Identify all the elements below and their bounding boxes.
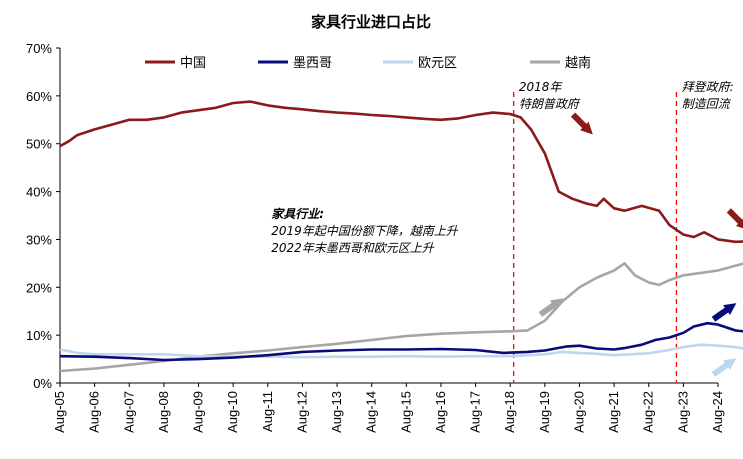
annotation-text: 2018年: [519, 80, 564, 94]
legend-label: 墨西哥: [293, 56, 332, 71]
x-tick-label: Aug-12: [294, 391, 309, 433]
legend-label: 中国: [180, 56, 206, 71]
series-line-2: [59, 343, 743, 359]
annotation-text: 制造回流: [682, 97, 732, 111]
legend-label: 欧元区: [418, 56, 457, 71]
x-tick-label: Aug-14: [364, 391, 379, 433]
y-tick-label: 50%: [26, 137, 52, 152]
legend-label: 越南: [565, 55, 591, 71]
x-tick-label: Aug-17: [468, 391, 483, 433]
x-tick-label: Aug-08: [156, 391, 171, 433]
series-layer: [59, 92, 743, 383]
x-tick-label: Aug-22: [641, 391, 656, 433]
axes: 0% 10% 20% 30% 40% 50% 60% 70% Aug-05 Aug-06 Aug-0…: [26, 41, 725, 433]
y-tick-label: 60%: [26, 89, 52, 104]
arrow-layer: [538, 112, 743, 377]
y-tick-label: 10%: [26, 328, 52, 343]
x-tick-label: Aug-24: [710, 391, 725, 433]
trend-arrow-icon: [570, 112, 593, 135]
trend-arrow-icon: [711, 358, 737, 377]
x-tick-label: Aug-15: [398, 391, 413, 433]
x-tick-label: Aug-10: [225, 391, 240, 433]
annotation-text: 2022年末墨西哥和欧元区上升: [271, 241, 435, 255]
x-tick-label: Aug-16: [433, 391, 448, 433]
x-tick-label: Aug-21: [606, 391, 621, 433]
annotation-text: 家具行业:: [271, 207, 324, 221]
x-tick-label: Aug-18: [502, 391, 517, 433]
x-tick-label: Aug-19: [537, 391, 552, 433]
x-tick-label: Aug-09: [191, 391, 206, 433]
annotation-text: 特朗普政府: [519, 97, 581, 111]
x-tick-label: Aug-20: [571, 391, 586, 433]
y-tick-label: 0%: [33, 376, 52, 391]
series-line-1: [59, 321, 743, 362]
chart-title: 家具行业进口占比: [311, 13, 431, 31]
y-tick-label: 70%: [26, 41, 52, 56]
legend: 中国 墨西哥 欧元区 越南: [145, 55, 591, 71]
series-line-3: [59, 262, 743, 373]
x-tick-label: Aug-05: [52, 391, 67, 433]
y-tick-label: 30%: [26, 232, 52, 247]
x-tick-label: Aug-13: [329, 391, 344, 433]
trend-arrow-icon: [726, 208, 743, 231]
x-tick-label: Aug-06: [87, 391, 102, 433]
series-line-0: [59, 100, 743, 244]
trend-arrow-icon: [538, 298, 564, 317]
y-tick-label: 40%: [26, 185, 52, 200]
x-tick-label: Aug-07: [121, 391, 136, 433]
x-tick-label: Aug-11: [260, 391, 275, 432]
y-tick-label: 20%: [26, 280, 52, 295]
annotation-text: 2019年起中国份额下降，越南上升: [271, 224, 459, 238]
annotation-text: 拜登政府:: [682, 80, 734, 94]
x-tick-label: Aug-23: [675, 391, 690, 433]
trend-arrow-icon: [711, 303, 737, 322]
